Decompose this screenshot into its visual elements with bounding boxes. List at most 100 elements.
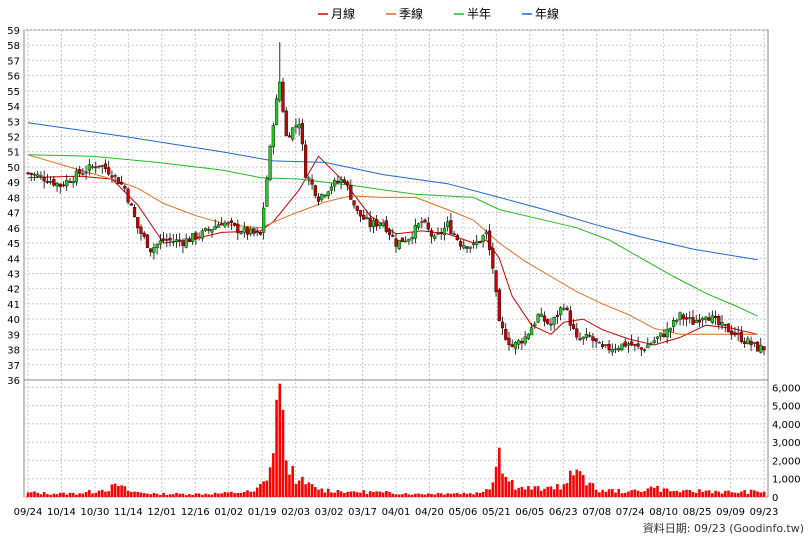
volume-bar (539, 490, 543, 497)
candle-body (517, 340, 521, 345)
volume-bar (313, 487, 317, 497)
candle (465, 246, 469, 253)
candle-body (39, 175, 43, 177)
candle (232, 222, 237, 227)
candle (559, 306, 563, 321)
candle (533, 321, 537, 329)
candle-body (61, 184, 66, 187)
candle (68, 178, 72, 184)
volume-bar (533, 486, 537, 497)
candle-body (378, 223, 382, 226)
candle-body (149, 248, 153, 253)
candle-body (617, 347, 621, 351)
volume-bar (607, 489, 611, 497)
candle-body (136, 216, 140, 229)
candle-body (688, 317, 692, 319)
volume-bar (388, 492, 391, 497)
candle-body (87, 164, 91, 171)
candle-body (139, 226, 143, 234)
volume-bar (649, 486, 653, 497)
volume-bar (29, 492, 33, 497)
candle-body (181, 241, 185, 246)
candle (701, 316, 705, 327)
candle (287, 132, 292, 138)
candle (168, 233, 172, 247)
candle (591, 333, 595, 348)
candle (736, 326, 740, 342)
candle (371, 217, 376, 234)
volume-bar (46, 494, 49, 497)
price-tick-label: 58 (7, 41, 20, 52)
candle (155, 243, 159, 255)
volume-bar (669, 491, 672, 497)
candle-body (481, 235, 485, 242)
candle (165, 233, 169, 248)
legend-label: 月線 (331, 6, 355, 21)
price-tick-label: 53 (7, 117, 20, 128)
candle (407, 238, 411, 245)
volume-bar (246, 490, 249, 497)
candle (678, 311, 682, 326)
candle-body (571, 324, 576, 330)
candle-body (278, 81, 282, 101)
candle (226, 220, 230, 228)
x-tick-label: 09/09 (716, 507, 745, 518)
price-tick-label: 54 (7, 102, 20, 113)
candle-body (320, 193, 324, 200)
volume-bar (753, 490, 756, 497)
candle-body (81, 173, 85, 176)
candle-body (78, 169, 82, 174)
candle-body (478, 241, 482, 244)
candle (149, 248, 153, 257)
candle-body (97, 165, 101, 168)
price-tick-label: 36 (7, 376, 20, 387)
volume-tick-label: 2,000 (772, 456, 801, 467)
volume-bar (443, 494, 446, 497)
candle-body (491, 248, 495, 269)
price-tick-label: 48 (7, 193, 20, 204)
candle (355, 205, 359, 215)
candle-body (336, 181, 340, 183)
candle-body (371, 220, 376, 228)
price-tick-label: 37 (7, 361, 20, 372)
candle-body (523, 336, 527, 344)
candle (588, 332, 592, 338)
volume-bar (723, 490, 727, 497)
volume-bar (620, 493, 624, 497)
candle-body (471, 242, 476, 246)
volume-bar (643, 491, 646, 497)
candle (304, 140, 308, 178)
volume-tick-label: 0 (772, 493, 778, 504)
volume-bar (436, 493, 440, 497)
volume-bar (598, 492, 601, 497)
candle-body (449, 220, 453, 234)
candle (529, 323, 534, 336)
candle (307, 175, 311, 186)
volume-bar (275, 399, 278, 497)
volume-bar (759, 492, 763, 497)
x-tick-label: 07/24 (616, 507, 645, 518)
volume-bar (510, 480, 514, 497)
volume-bar (420, 494, 424, 497)
ma-line-月線 (27, 155, 758, 346)
volume-bar (433, 494, 437, 497)
candle (623, 338, 627, 348)
candle (74, 167, 79, 186)
candle (642, 348, 647, 353)
volume-bar (375, 491, 378, 497)
candle (520, 338, 524, 351)
price-tick-label: 38 (7, 346, 20, 357)
source-note: 資料日期: 09/23 (Goodinfo.tw) (643, 521, 804, 535)
candle (378, 223, 382, 230)
volume-bar (223, 491, 227, 497)
candle-body (707, 317, 711, 321)
candle (471, 239, 476, 249)
volume-bar (727, 490, 730, 497)
candle-body (691, 317, 695, 325)
candle (245, 226, 250, 240)
volume-bar (149, 494, 152, 497)
candle-body (475, 241, 479, 245)
candle-body (513, 341, 518, 349)
candle-body (326, 191, 330, 197)
candle (484, 229, 488, 240)
